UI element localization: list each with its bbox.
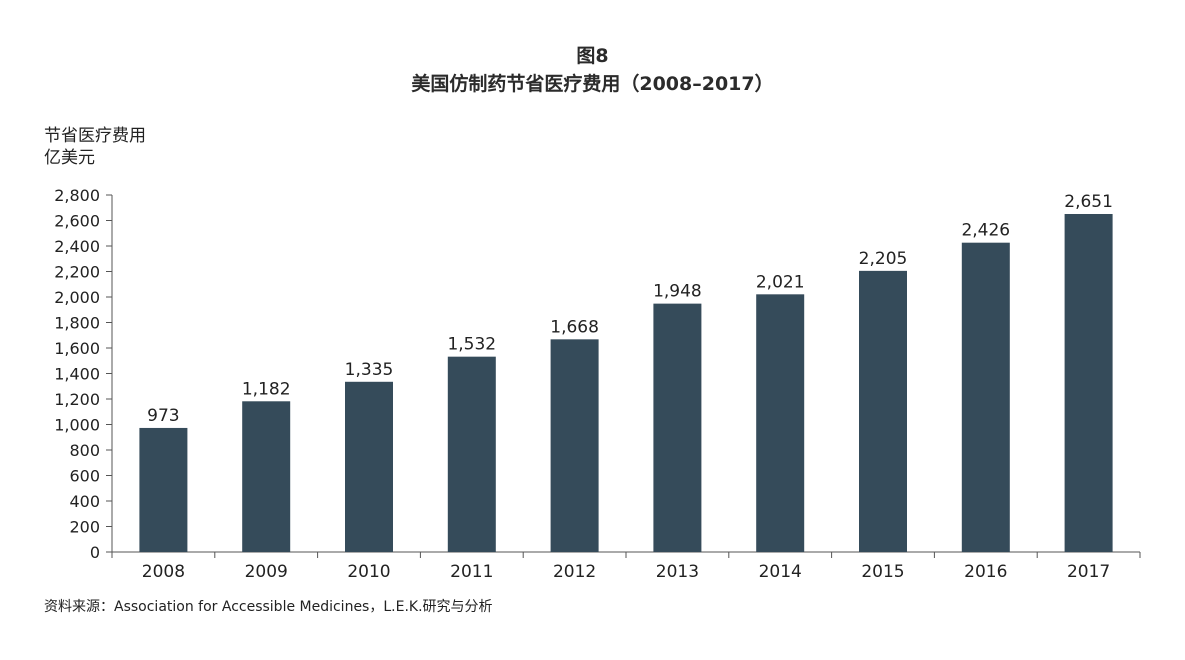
bar-value-label: 1,668 — [550, 317, 599, 337]
chart-title: 美国仿制药节省医疗费用（2008–2017） — [411, 73, 774, 95]
x-tick-label: 2008 — [142, 562, 185, 582]
x-tick-label: 2010 — [347, 562, 390, 582]
y-tick-label: 2,600 — [54, 212, 100, 231]
bar — [653, 303, 702, 552]
x-tick-label: 2012 — [553, 562, 596, 582]
bar — [345, 381, 393, 552]
y-axis-label-line1: 节省医疗费用 — [44, 126, 146, 146]
title-block: 图8 美国仿制药节省医疗费用（2008–2017） — [0, 42, 1185, 98]
bar-value-label: 1,335 — [345, 360, 394, 380]
x-tick-label: 2009 — [245, 562, 288, 582]
y-tick-label: 0 — [90, 543, 100, 562]
bar — [1064, 213, 1113, 552]
y-tick-label: 1,200 — [54, 390, 100, 409]
y-tick-label: 800 — [69, 441, 100, 460]
bar-value-label: 2,426 — [961, 221, 1010, 241]
y-tick-label: 200 — [69, 518, 100, 537]
bar — [550, 339, 599, 552]
bar-value-label: 2,021 — [756, 272, 805, 292]
bar-value-label: 2,651 — [1064, 192, 1113, 212]
bar — [756, 294, 805, 552]
bar — [961, 242, 1010, 552]
bar-value-label: 1,948 — [653, 282, 702, 302]
y-tick-label: 1,600 — [54, 339, 100, 358]
x-tick-label: 2017 — [1067, 562, 1110, 582]
bar — [447, 356, 496, 552]
x-tick-label: 2013 — [656, 562, 699, 582]
y-tick-label: 2,400 — [54, 237, 100, 256]
x-tick-label: 2014 — [759, 562, 802, 582]
y-tick-label: 1,800 — [54, 314, 100, 333]
y-tick-label: 1,400 — [54, 365, 100, 384]
bar-value-label: 2,205 — [859, 249, 908, 269]
x-tick-label: 2011 — [450, 562, 493, 582]
bar-value-label: 1,182 — [242, 379, 291, 399]
y-tick-label: 2,000 — [54, 288, 100, 307]
bar — [859, 270, 907, 552]
bar-value-label: 973 — [147, 406, 179, 426]
y-tick-label: 2,200 — [54, 263, 100, 282]
y-axis-label-line2: 亿美元 — [44, 148, 95, 168]
figure-label: 图8 — [576, 45, 609, 67]
source-note: 资料来源：Association for Accessible Medicine… — [44, 599, 493, 615]
y-tick-label: 2,800 — [54, 186, 100, 205]
y-tick-label: 1,000 — [54, 416, 100, 435]
y-tick-label: 400 — [69, 492, 100, 511]
bar — [242, 401, 291, 552]
y-axis-label: 节省医疗费用 亿美元 — [44, 125, 146, 169]
bar — [139, 427, 188, 552]
x-tick-label: 2015 — [861, 562, 904, 582]
y-tick-label: 600 — [69, 467, 100, 486]
x-tick-label: 2016 — [964, 562, 1007, 582]
bar-value-label: 1,532 — [447, 335, 496, 355]
